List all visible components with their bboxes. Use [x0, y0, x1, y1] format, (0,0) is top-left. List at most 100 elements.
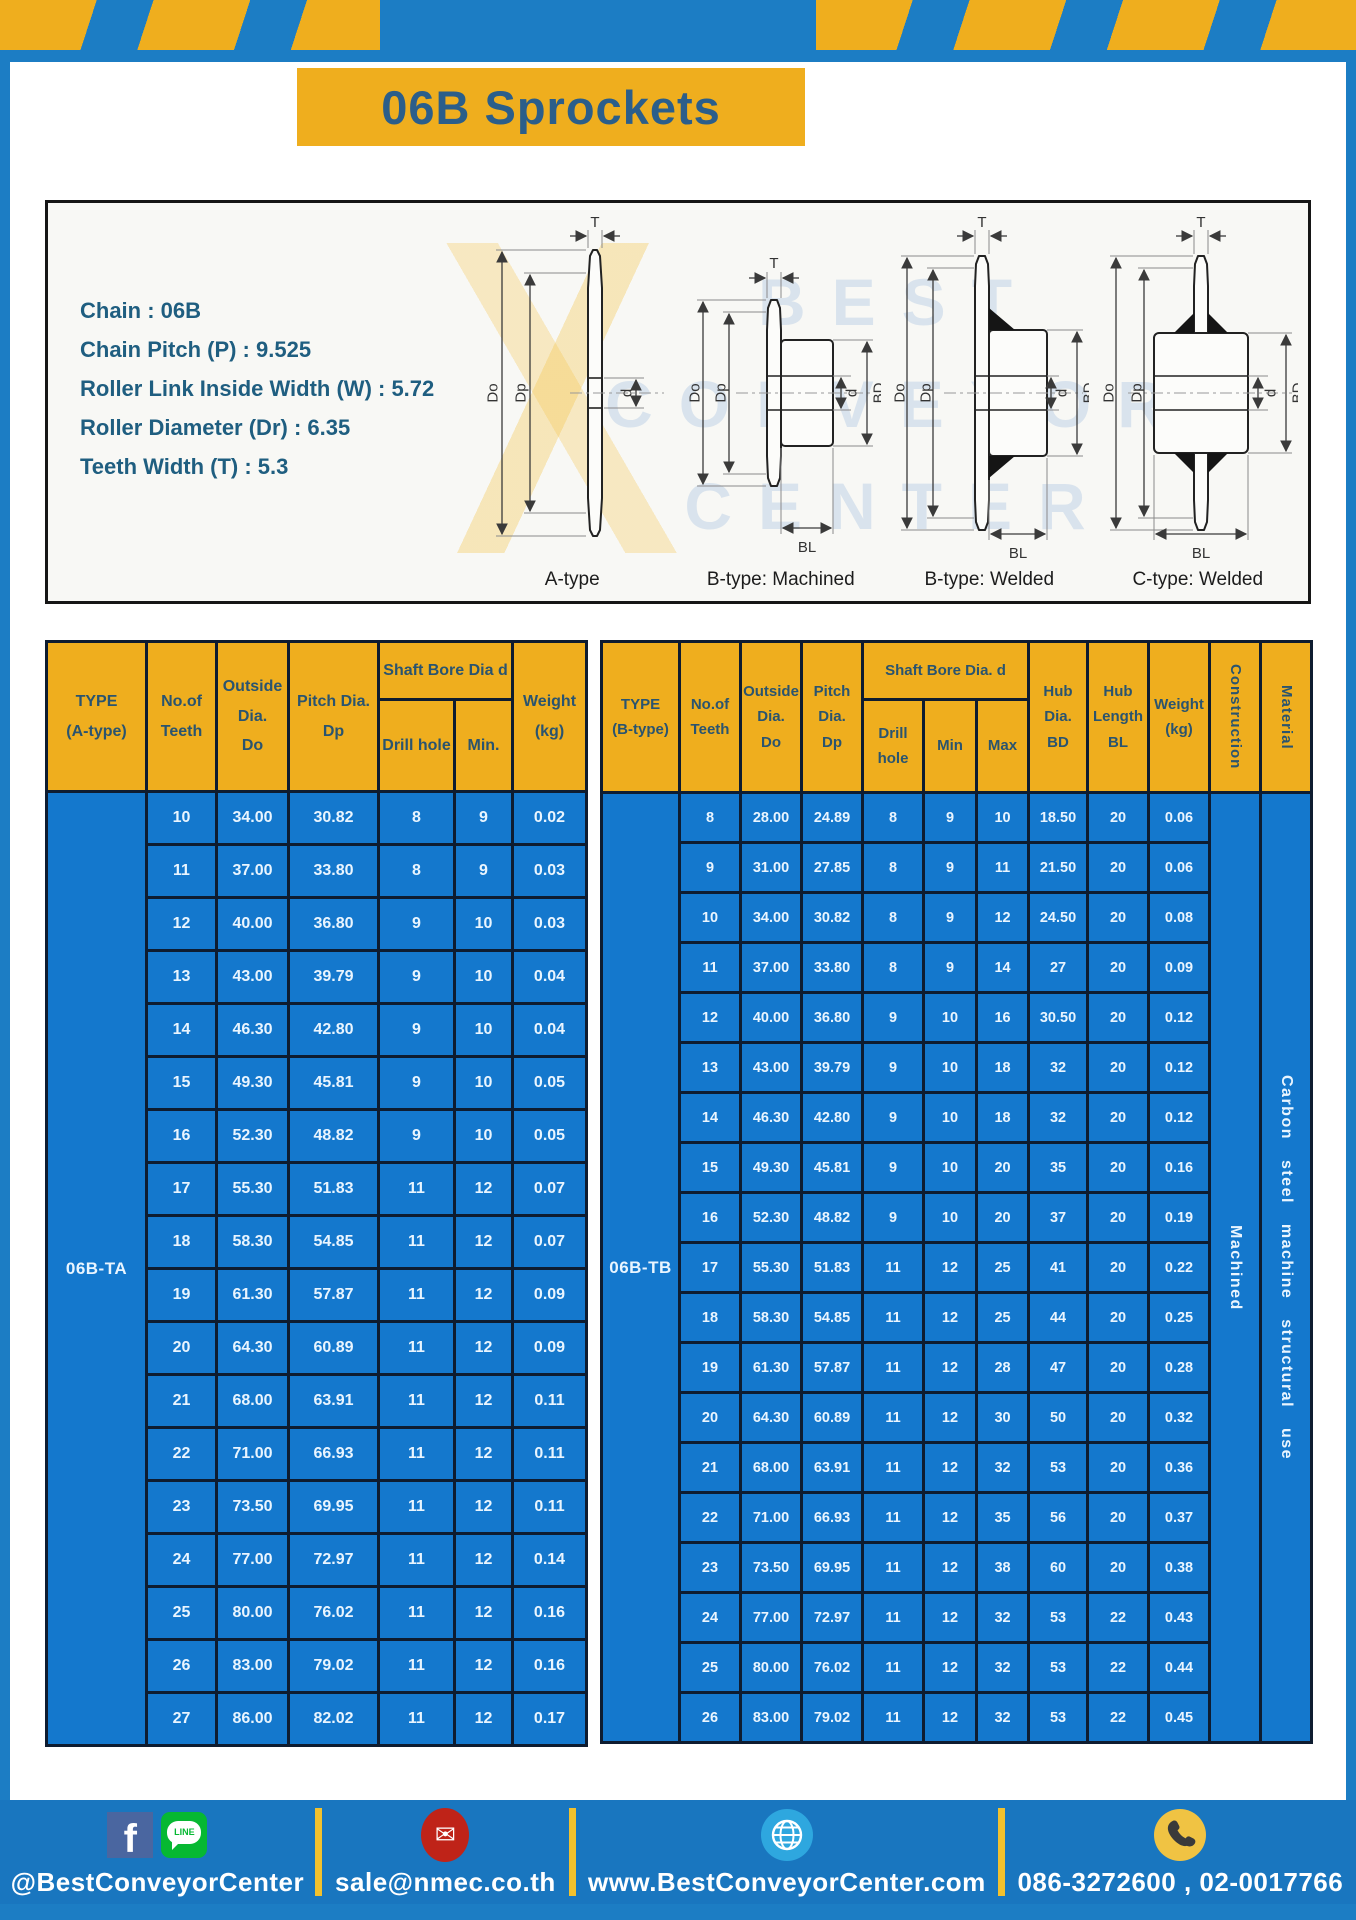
cell: 19 — [145, 1267, 218, 1323]
diagram-caption: C-type: Welded — [1132, 569, 1264, 590]
cell: 8 — [861, 891, 925, 944]
cell: 20 — [1086, 941, 1151, 994]
table-row: 25 80.00 76.02 11 12 0.16 — [47, 1585, 588, 1641]
cell: 9 — [861, 991, 925, 1044]
cell: 12 — [922, 1241, 978, 1294]
spec-line: Chain : 06B — [80, 298, 202, 323]
cell: 15 — [678, 1141, 742, 1194]
dim-label: Dp — [712, 383, 729, 402]
cell: 9 — [377, 1002, 456, 1058]
cell: 20 — [974, 1191, 1031, 1244]
cell: 16 — [145, 1108, 218, 1164]
cell: 34.00 — [215, 790, 290, 846]
cell: 12 — [922, 1541, 978, 1594]
cell: 12 — [922, 1691, 978, 1744]
cell: 10 — [922, 991, 978, 1044]
cell: 11 — [861, 1241, 925, 1294]
cell: 24.50 — [1027, 891, 1090, 944]
table-row: 14 46.30 42.80 9 10 0.04 — [47, 1002, 588, 1058]
cell: 0.02 — [511, 790, 588, 846]
cell: 34.00 — [739, 891, 803, 944]
cell: 11 — [861, 1591, 925, 1644]
cell: 0.09 — [511, 1267, 588, 1323]
cell: 12 — [453, 1161, 514, 1217]
cell: 10 — [453, 1002, 514, 1058]
cell: 12 — [453, 1532, 514, 1588]
cell: 66.93 — [287, 1426, 380, 1482]
cell: 40.00 — [215, 896, 290, 952]
cell: 9 — [861, 1041, 925, 1094]
cell: 18 — [678, 1291, 742, 1344]
cell: 20 — [974, 1141, 1031, 1194]
cell: 0.03 — [511, 896, 588, 952]
col-header-drill-hole: Drill hole — [861, 698, 925, 794]
cell: 48.82 — [287, 1108, 380, 1164]
cell: 20 — [1086, 1041, 1151, 1094]
cell: 22 — [1086, 1691, 1151, 1744]
cell: 25 — [145, 1585, 218, 1641]
cell: 22 — [678, 1491, 742, 1544]
globe-icon — [760, 1808, 813, 1861]
cell: 32 — [974, 1641, 1031, 1694]
cell: 69.95 — [287, 1479, 380, 1535]
table-row: 16 52.30 48.82 9 10 0.05 — [47, 1108, 588, 1164]
cell: 60 — [1027, 1541, 1090, 1594]
cell: 8 — [377, 790, 456, 846]
table-row: 13 43.00 39.79 9 10 18 32 20 0.12 — [602, 1041, 1312, 1094]
col-header-hub-dia: Hub Dia. BD — [1027, 640, 1090, 794]
cell: 8 — [861, 841, 925, 894]
cell: 0.16 — [1147, 1141, 1212, 1194]
cell: 68.00 — [215, 1373, 290, 1429]
table-row: 06B-TB 8 28.00 24.89 8 9 10 18.50 20 0.06 Machined… — [600, 791, 1314, 1744]
cell: 9 — [678, 841, 742, 894]
cell: 52.30 — [215, 1108, 290, 1164]
col-header-min: Min — [922, 698, 978, 794]
cell: 0.05 — [511, 1055, 588, 1111]
cell: 11 — [377, 1585, 456, 1641]
cell: 9 — [861, 1191, 925, 1244]
footer-phone-section: 086-3272600 , 02-0017766 — [1005, 1800, 1356, 1904]
cell: 0.43 — [1147, 1591, 1212, 1644]
cell: 12 — [453, 1691, 514, 1747]
cell: 8 — [678, 791, 742, 844]
dim-label: d — [1262, 389, 1279, 397]
cell: 9 — [453, 790, 514, 846]
cell: 17 — [145, 1161, 218, 1217]
cell: 10 — [922, 1191, 978, 1244]
dim-label: BD — [1289, 382, 1298, 403]
cell: 20 — [1086, 1491, 1151, 1544]
col-header-teeth: No.of Teeth — [678, 640, 742, 794]
cell: 9 — [922, 791, 978, 844]
a-type-spec-table: TYPE (A-type) No.of Teeth Outside Dia. D… — [45, 640, 588, 1747]
cell: 11 — [377, 1320, 456, 1376]
table-row: 06B-TA 10 34.00 30.82 8 9 0.02 — [45, 790, 588, 1747]
cell: 27 — [1027, 941, 1090, 994]
cell: 0.45 — [1147, 1691, 1212, 1744]
cell: 0.06 — [1147, 791, 1212, 844]
dim-label: BL — [1192, 545, 1210, 562]
cell: 35 — [1027, 1141, 1090, 1194]
cell: 20 — [1086, 1441, 1151, 1494]
cell: 40.00 — [739, 991, 803, 1044]
cell: 32 — [1027, 1041, 1090, 1094]
cell: 11 — [861, 1491, 925, 1544]
cell: 25 — [974, 1241, 1031, 1294]
cell: 0.07 — [511, 1214, 588, 1270]
table-row: 12 40.00 36.80 9 10 16 30.50 20 0.12 — [602, 991, 1312, 1044]
top-decor-bar — [0, 0, 1356, 62]
cell: 9 — [922, 841, 978, 894]
email-address: sale@nmec.co.th — [335, 1866, 556, 1897]
cell: 12 — [922, 1491, 978, 1544]
cell: 63.91 — [287, 1373, 380, 1429]
cell: 17 — [678, 1241, 742, 1294]
material-cell: Carbon steel machine structural use — [1259, 791, 1314, 1744]
col-header-weight: Weight (kg) — [1147, 640, 1212, 794]
cell: 0.04 — [511, 949, 588, 1005]
table-row: 21 68.00 63.91 11 12 32 53 20 0.36 — [602, 1441, 1312, 1494]
cell: 11 — [861, 1441, 925, 1494]
table-row: 9 31.00 27.85 8 9 11 21.50 20 0.06 — [602, 841, 1312, 894]
cell: 9 — [922, 891, 978, 944]
cell: 27.85 — [800, 841, 864, 894]
cell: 20 — [1086, 1541, 1151, 1594]
cell: 32 — [974, 1441, 1031, 1494]
